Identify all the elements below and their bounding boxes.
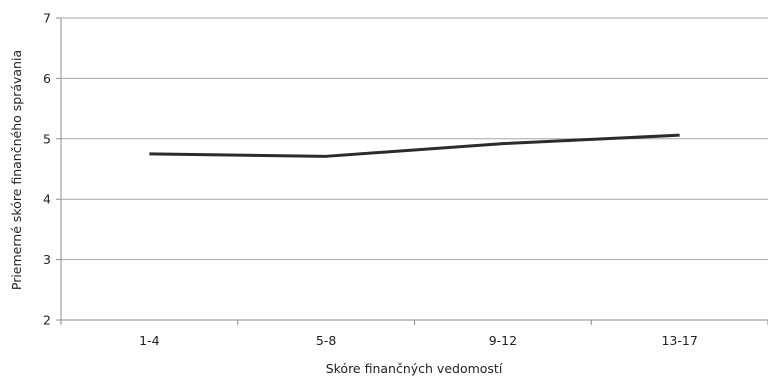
x-tick-label: 5-8 [316,333,336,348]
y-tick-label: 4 [43,192,51,207]
x-tick-label: 1-4 [139,333,159,348]
y-tick-label: 2 [43,313,51,328]
x-tick-label: 13-17 [661,333,697,348]
y-axis-title: Priemerné skóre finančného správania [9,50,24,290]
x-axis-title: Skóre finančných vedomostí [326,361,503,376]
y-tick-label: 5 [43,131,51,146]
y-tick-label: 6 [43,71,51,86]
x-tick-label: 9-12 [489,333,517,348]
axes [56,18,768,325]
y-tick-label: 7 [43,11,51,26]
gridlines [61,18,768,260]
y-tick-labels: 2 3 4 5 6 7 [43,11,51,328]
y-tick-label: 3 [43,252,51,267]
x-tick-labels: 1-4 5-8 9-12 13-17 [139,333,698,348]
